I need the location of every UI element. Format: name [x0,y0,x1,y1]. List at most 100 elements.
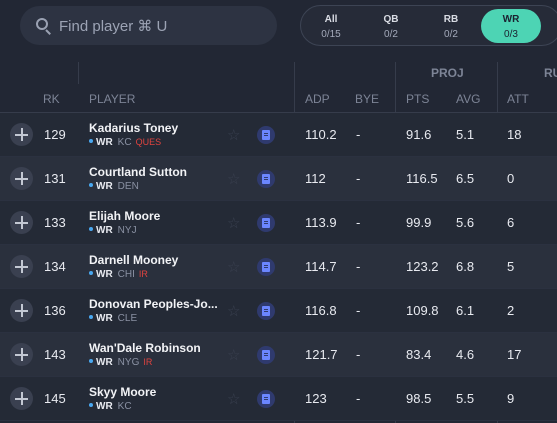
search-input[interactable]: Find player ⌘ U [20,6,277,45]
bye: - [356,347,361,362]
rank: 131 [44,171,66,186]
position: WR [96,357,113,368]
position: WR [96,401,113,412]
position: WR [96,225,113,236]
player-name[interactable]: Elijah Moore [89,209,161,223]
notes-icon[interactable] [257,390,275,408]
column-header: RK PLAYER ADP BYE PTS AVG ATT [0,84,557,113]
bye: - [356,215,361,230]
player-meta: WR NYJ [89,225,141,236]
player-meta: WR NYG IR [89,357,152,368]
divider [294,62,295,84]
table-row[interactable]: 133 Elijah Moore WR NYJ ☆ 113.9 - 99.9 5.… [0,201,557,245]
star-icon[interactable]: ☆ [227,347,241,364]
filter-tab-label: WR [502,14,520,25]
team: CLE [117,313,138,324]
att: 2 [507,303,515,318]
filter-tab-label: All [324,14,338,25]
star-icon[interactable]: ☆ [227,303,241,320]
player-name[interactable]: Darnell Mooney [89,253,179,267]
plus-icon[interactable] [10,299,33,322]
bye: - [356,127,361,142]
notes-icon[interactable] [257,214,275,232]
filter-tab-count: 0/15 [321,29,341,40]
injury-status: IR [138,269,148,279]
filter-tab-label: QB [383,14,399,25]
att: 9 [507,391,515,406]
filter-tab-count: 0/2 [384,29,398,40]
notes-icon[interactable] [257,346,275,364]
team: KC [117,137,132,148]
player-name[interactable]: Courtland Sutton [89,165,187,179]
pts: 91.6 [406,127,432,142]
column-avg[interactable]: AVG [456,92,481,106]
notes-icon[interactable] [257,170,275,188]
plus-icon[interactable] [10,167,33,190]
player-name[interactable]: Kadarius Toney [89,121,179,135]
bye: - [356,303,361,318]
star-icon[interactable]: ☆ [227,127,241,144]
group-label-next: RU [544,66,557,80]
filter-tab-rb[interactable]: RB 0/2 [421,9,481,43]
column-pts[interactable]: PTS [406,92,430,106]
plus-icon[interactable] [10,343,33,366]
table-row[interactable]: 145 Skyy Moore WR KC ☆ 123 - 98.5 5.5 9 [0,377,557,421]
player-name[interactable]: Wan'Dale Robinson [89,341,201,355]
filter-tab-label: RB [443,14,459,25]
star-icon[interactable]: ☆ [227,391,241,408]
table-row[interactable]: 136 Donovan Peoples-Jo... WR CLE ☆ 116.8 … [0,289,557,333]
filter-tab-all[interactable]: All 0/15 [301,9,361,43]
filter-tab-qb[interactable]: QB 0/2 [361,9,421,43]
plus-icon[interactable] [10,387,33,410]
filter-tab-wr[interactable]: WR 0/3 [481,9,541,43]
pts: 123.2 [406,259,439,274]
pts: 99.9 [406,215,432,230]
player-meta: WR CHI IR [89,269,148,280]
pts: 116.5 [406,171,438,186]
table-row[interactable]: 129 Kadarius Toney WR KC QUES ☆ 110.2 - 91… [0,113,557,157]
team: KC [117,401,132,412]
player-meta: WR KC [89,401,136,412]
column-adp[interactable]: ADP [305,92,330,106]
avg: 6.8 [456,259,475,274]
avg: 5.5 [456,391,475,406]
team: NYJ [117,225,137,236]
top-bar: Find player ⌘ U All 0/15 QB 0/2 RB 0/2 W… [0,0,557,62]
star-icon[interactable]: ☆ [227,259,241,276]
team: NYG [117,357,140,368]
plus-icon[interactable] [10,123,33,146]
star-icon[interactable]: ☆ [227,215,241,232]
table-row[interactable]: 134 Darnell Mooney WR CHI IR ☆ 114.7 - 123… [0,245,557,289]
table-row[interactable]: 143 Wan'Dale Robinson WR NYG IR ☆ 121.7 - … [0,333,557,377]
group-label-proj: PROJ [431,66,464,80]
avg: 4.6 [456,347,475,362]
player-meta: WR CLE [89,313,141,324]
avg: 5.1 [456,127,475,142]
bye: - [356,171,361,186]
column-group-header: PROJ RU [0,62,557,84]
table-row[interactable]: 131 Courtland Sutton WR DEN ☆ 112 - 116.5… [0,157,557,201]
notes-icon[interactable] [257,126,275,144]
player-meta: WR DEN [89,181,143,192]
position-filter: All 0/15 QB 0/2 RB 0/2 WR 0/3 [300,5,557,46]
adp: 121.7 [305,347,338,362]
plus-icon[interactable] [10,255,33,278]
notes-icon[interactable] [257,302,275,320]
star-icon[interactable]: ☆ [227,171,241,188]
column-player[interactable]: PLAYER [89,92,136,106]
player-name[interactable]: Skyy Moore [89,385,157,399]
column-rk[interactable]: RK [43,92,60,106]
player-name[interactable]: Donovan Peoples-Jo... [89,297,218,311]
column-bye[interactable]: BYE [355,92,380,106]
position: WR [96,181,113,192]
adp: 113.9 [305,215,337,230]
injury-status: QUES [135,137,162,147]
injury-status: IR [143,357,153,367]
position: WR [96,137,113,148]
plus-icon[interactable] [10,211,33,234]
column-att[interactable]: ATT [507,92,529,106]
search-icon [36,17,52,35]
rank: 133 [44,215,66,230]
divider [497,62,498,84]
notes-icon[interactable] [257,258,275,276]
